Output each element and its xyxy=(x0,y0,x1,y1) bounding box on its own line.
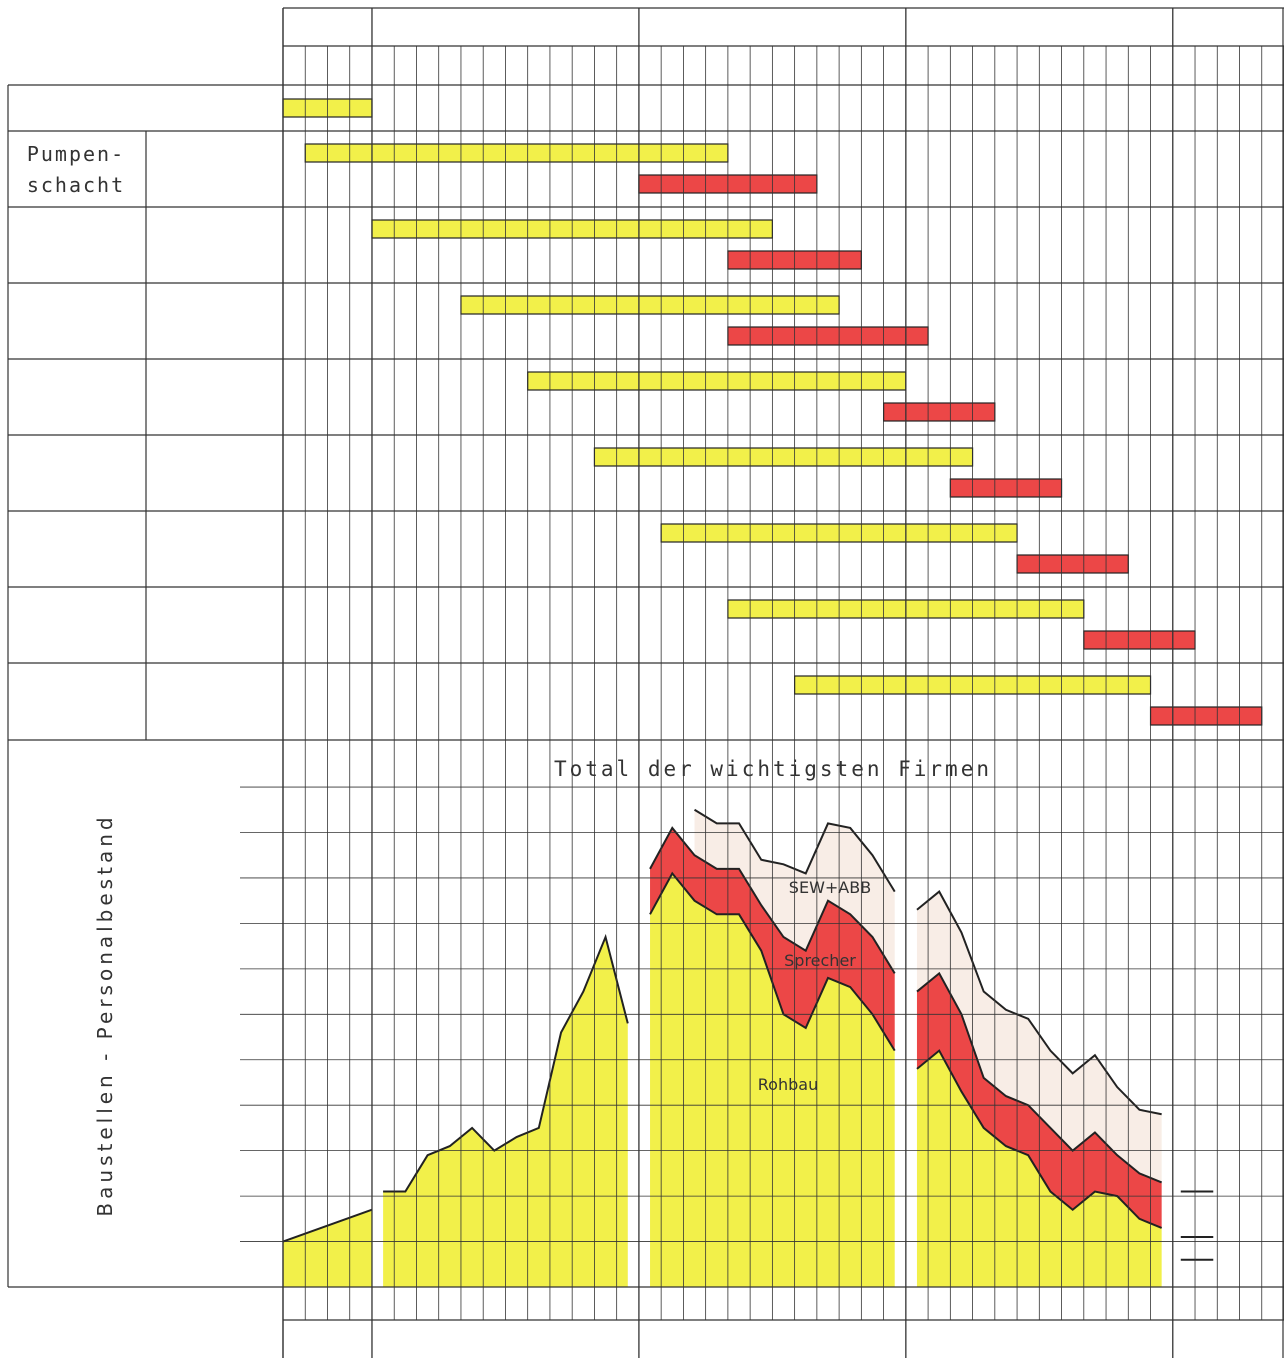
group-label-line1: Pumpen- xyxy=(27,142,125,166)
series-label-sprecher: Sprecher xyxy=(784,951,856,970)
series-label-rohbau: Rohbau xyxy=(758,1075,818,1094)
gantt-bar-rohbau xyxy=(527,371,907,391)
gantt-bar-montage xyxy=(1149,706,1263,726)
gantt-bar-rohbau xyxy=(304,143,729,163)
y-axis-label: Baustellen - Personalbestand xyxy=(93,813,117,1216)
month-grid xyxy=(240,8,1284,1358)
gantt-bar-montage xyxy=(1083,630,1196,650)
table-frame xyxy=(7,7,1284,1358)
gantt-bar-montage xyxy=(949,478,1063,498)
gantt-bar-montage xyxy=(882,402,996,422)
gantt-bar-rohbau xyxy=(460,295,840,315)
group-label-line2: schacht xyxy=(27,173,125,197)
labels-layer: Total der wichtigsten Firmen Baustellen … xyxy=(27,142,992,1217)
gantt-bar-montage xyxy=(1016,554,1129,574)
staff-chart-title: Total der wichtigsten Firmen xyxy=(554,757,992,781)
area-rohbau xyxy=(383,937,628,1287)
series-label-sewabb: SEW+ABB xyxy=(789,878,871,897)
gantt-bar-montage xyxy=(727,326,929,346)
area-sprecher xyxy=(916,973,1162,1228)
area-rohbau xyxy=(916,1050,1162,1287)
gantt-bar-rohbau xyxy=(593,447,974,467)
